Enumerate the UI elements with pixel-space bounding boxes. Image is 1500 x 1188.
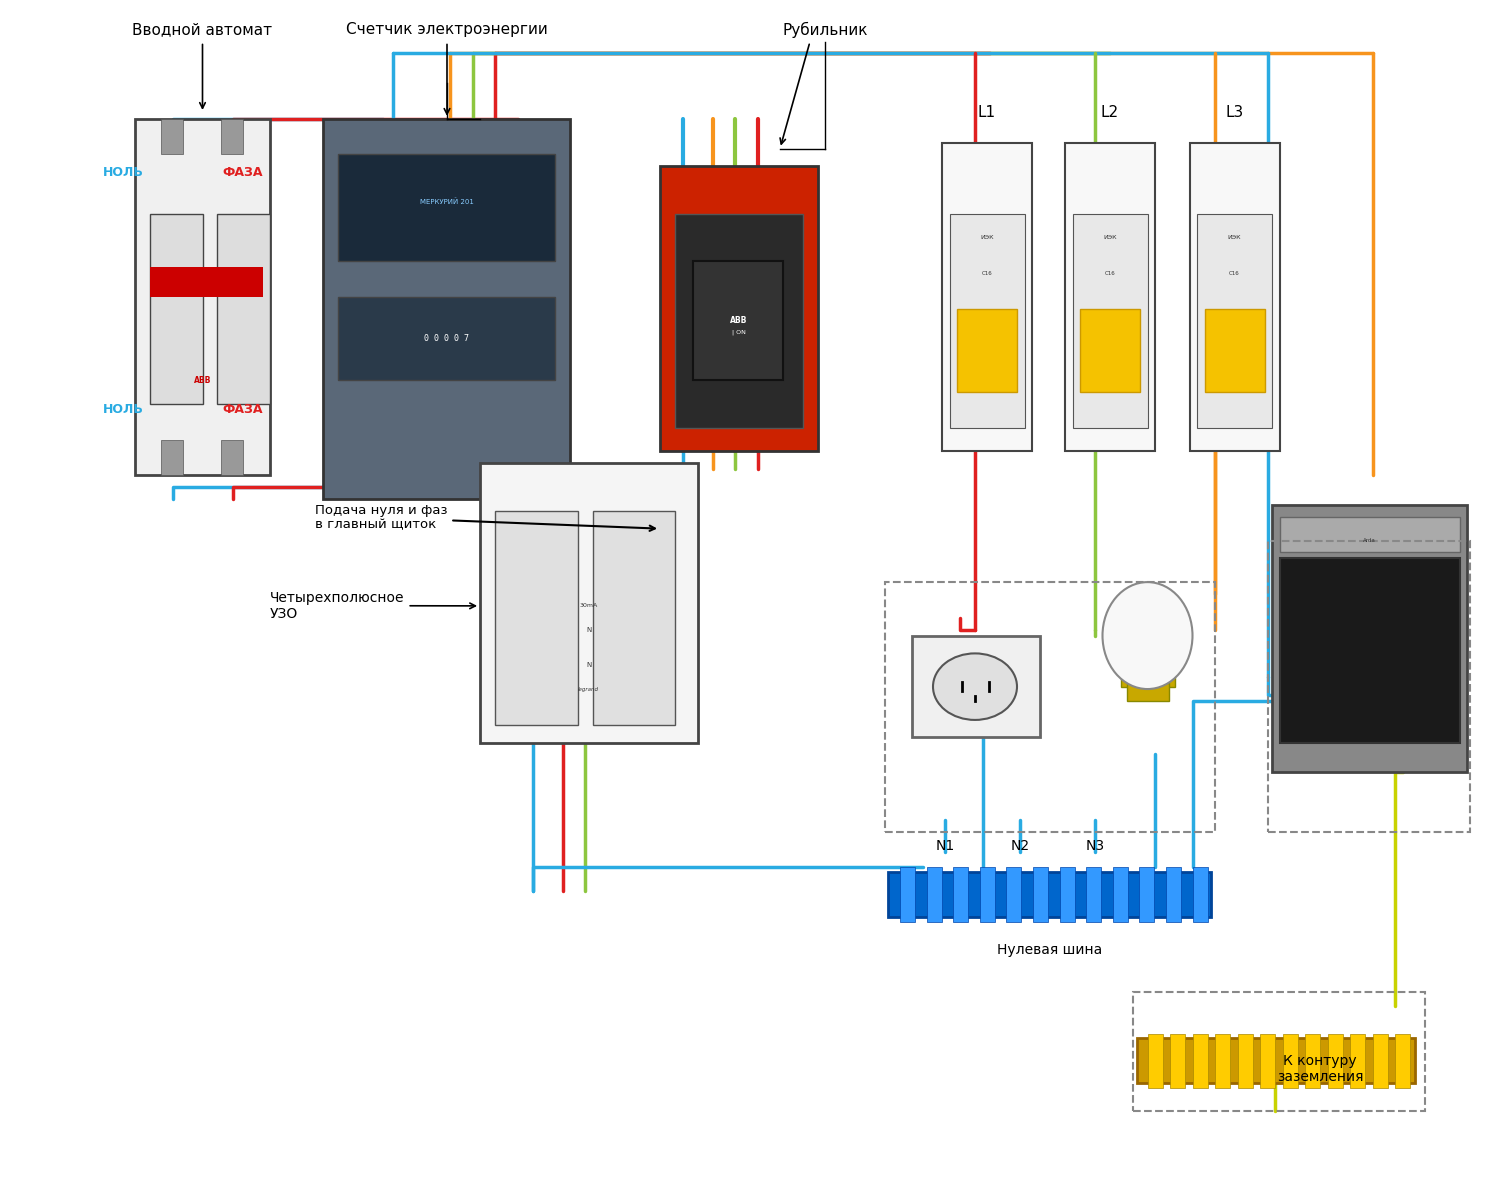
Bar	[1204, 309, 1264, 392]
Text: N1: N1	[936, 839, 954, 853]
Text: НОЛЬ: НОЛЬ	[102, 404, 144, 416]
Text: N: N	[586, 626, 591, 633]
Text: Четырехполюсное
УЗО: Четырехполюсное УЗО	[270, 590, 476, 621]
Bar	[495, 511, 578, 725]
Bar	[1350, 1034, 1365, 1088]
Bar	[1238, 1034, 1252, 1088]
Text: ИЭК: ИЭК	[981, 235, 993, 240]
Bar	[1280, 517, 1460, 552]
Bar	[1059, 867, 1074, 922]
Text: ИЭК: ИЭК	[1227, 235, 1242, 240]
Bar	[480, 463, 698, 742]
Bar	[150, 214, 202, 404]
Bar	[675, 214, 802, 428]
Text: ФАЗА: ФАЗА	[222, 404, 264, 416]
Text: N2: N2	[1011, 839, 1029, 853]
Bar	[1034, 867, 1048, 922]
Text: ABB: ABB	[194, 375, 211, 385]
Bar	[1166, 867, 1180, 922]
Bar	[1148, 1034, 1162, 1088]
Bar	[693, 261, 783, 380]
Bar	[1120, 651, 1174, 687]
Bar	[1328, 1034, 1342, 1088]
Bar	[1260, 1034, 1275, 1088]
Text: L3: L3	[1226, 106, 1244, 120]
Text: ИЭК: ИЭК	[1102, 235, 1116, 240]
Bar	[1372, 1034, 1388, 1088]
Text: C16: C16	[1104, 271, 1116, 276]
Bar	[217, 214, 270, 404]
Bar	[338, 154, 555, 261]
Bar	[950, 214, 1024, 428]
Bar	[1137, 1038, 1414, 1083]
Circle shape	[933, 653, 1017, 720]
Bar	[1272, 505, 1467, 772]
Bar	[912, 636, 1040, 737]
Bar	[1215, 1034, 1230, 1088]
Text: Подача нуля и фаз
в главный щиток: Подача нуля и фаз в главный щиток	[315, 504, 656, 532]
Bar	[1007, 867, 1022, 922]
Text: 30mA: 30mA	[579, 604, 598, 608]
Bar	[1395, 1034, 1410, 1088]
Bar	[338, 297, 555, 380]
Text: ABB: ABB	[730, 316, 747, 326]
Bar	[1072, 214, 1148, 428]
Bar	[1113, 867, 1128, 922]
Text: | ON: | ON	[732, 330, 746, 335]
Bar	[1280, 558, 1460, 742]
Text: L2: L2	[1101, 106, 1119, 120]
Text: C16: C16	[981, 271, 993, 276]
Text: НОЛЬ: НОЛЬ	[102, 166, 144, 178]
Bar	[160, 119, 183, 154]
Bar	[135, 119, 270, 475]
Bar	[957, 309, 1017, 392]
Bar	[220, 440, 243, 475]
Bar	[1140, 867, 1155, 922]
Bar	[160, 440, 183, 475]
Bar	[1305, 1034, 1320, 1088]
Bar	[888, 872, 1210, 917]
Bar	[1192, 867, 1208, 922]
Text: ФАЗА: ФАЗА	[222, 166, 264, 178]
Bar	[885, 582, 1215, 832]
Bar	[1080, 309, 1140, 392]
Text: Рубильник: Рубильник	[783, 21, 867, 38]
Text: Нулевая шина: Нулевая шина	[998, 943, 1102, 958]
Text: N: N	[586, 662, 591, 669]
Text: МЕРКУРИЙ 201: МЕРКУРИЙ 201	[420, 198, 474, 206]
Bar	[322, 119, 570, 499]
Bar	[952, 867, 968, 922]
Text: legrand: legrand	[579, 687, 598, 691]
Bar	[1170, 1034, 1185, 1088]
Text: Arda: Arda	[1364, 538, 1376, 543]
Bar	[592, 511, 675, 725]
Bar	[1192, 1034, 1208, 1088]
Text: К контуру
заземления: К контуру заземления	[1276, 1054, 1364, 1085]
Bar	[927, 867, 942, 922]
Ellipse shape	[1102, 582, 1192, 689]
Bar	[900, 867, 915, 922]
Bar	[1282, 1034, 1298, 1088]
Text: L1: L1	[978, 106, 996, 120]
Bar	[1190, 143, 1280, 451]
Bar	[150, 267, 262, 297]
Bar	[220, 119, 243, 154]
Bar	[1086, 867, 1101, 922]
Bar	[1126, 683, 1168, 701]
Bar	[1132, 992, 1425, 1111]
Bar	[1065, 143, 1155, 451]
Text: C16: C16	[1228, 271, 1240, 276]
Text: N3: N3	[1086, 839, 1104, 853]
Bar	[980, 867, 994, 922]
Bar	[1268, 541, 1470, 832]
Text: 0 0 0 0 7: 0 0 0 0 7	[424, 334, 470, 343]
Bar	[660, 166, 818, 451]
Bar	[942, 143, 1032, 451]
Text: Счетчик электроэнергии: Счетчик электроэнергии	[346, 23, 548, 37]
Text: Вводной автомат: Вводной автомат	[132, 23, 273, 37]
Bar	[1197, 214, 1272, 428]
